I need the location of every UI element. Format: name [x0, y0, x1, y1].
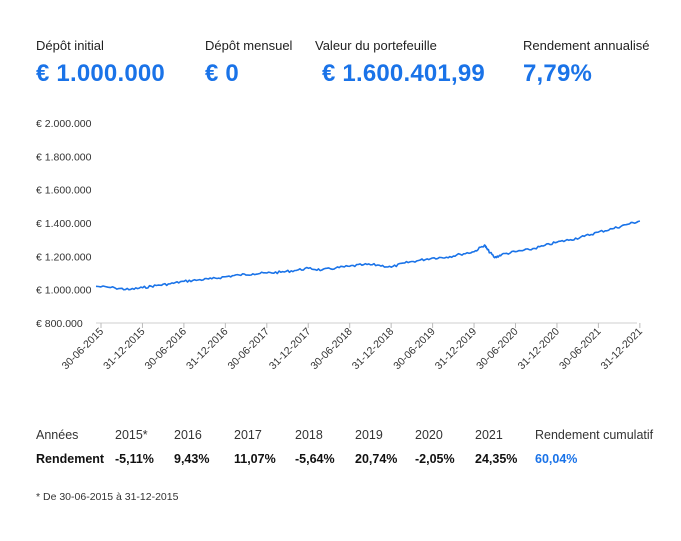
portfolio-chart: € 800.000 € 1.000.000 € 1.200.000 € 1.400.0…: [36, 118, 646, 373]
return-2020: -2,05%: [415, 452, 455, 466]
monthly-deposit-value: € 0: [205, 60, 239, 87]
x-axis: 30-06-201531-12-201530-06-201631-12-2016…: [60, 322, 646, 373]
y-axis: € 800.000 € 1.000.000 € 1.200.000 € 1.400.0…: [36, 118, 92, 330]
y-tick-label: € 2.000.000: [36, 118, 92, 130]
return-2016: 9,43%: [174, 452, 210, 466]
y-tick-label: € 1.400.000: [36, 218, 92, 230]
initial-deposit-value: € 1.000.000: [36, 60, 165, 87]
return-2019: 20,74%: [355, 452, 398, 466]
x-tick-label: 31-12-2015: [101, 326, 148, 373]
x-tick-label: 30-06-2015: [60, 326, 107, 373]
y-tick-label: € 1.800.000: [36, 151, 92, 163]
annual-return-label: Rendement annualisé: [523, 38, 650, 53]
series-line-0: [95, 220, 641, 291]
year-2020: 2020: [415, 428, 443, 442]
cumulative-header-label: Rendement cumulatif: [535, 428, 654, 442]
return-2017: 11,07%: [234, 452, 276, 466]
portfolio-value-value: € 1.600.401,99: [322, 60, 485, 87]
year-2019: 2019: [355, 428, 383, 442]
year-2016: 2016: [174, 428, 202, 442]
x-tick-label: 30-06-2018: [308, 326, 355, 373]
monthly-deposit-label: Dépôt mensuel: [205, 38, 293, 53]
x-tick-label: 30-06-2021: [557, 326, 604, 373]
year-2017: 2017: [234, 428, 262, 442]
plot-area: [95, 220, 641, 291]
initial-deposit-label: Dépôt initial: [36, 38, 104, 53]
return-2018: -5,64%: [295, 452, 335, 466]
x-tick-label: 31-12-2021: [599, 326, 646, 373]
y-tick-label: € 1.200.000: [36, 251, 92, 263]
x-tick-label: 30-06-2020: [474, 326, 521, 373]
y-tick-label: € 800.000: [36, 318, 83, 330]
x-tick-label: 31-12-2017: [267, 326, 314, 373]
annual-return-value: 7,79%: [523, 60, 593, 87]
x-tick-label: 30-06-2016: [143, 326, 190, 373]
return-row-label: Rendement: [36, 452, 105, 466]
x-tick-label: 30-06-2017: [225, 326, 272, 373]
year-2015: 2015*: [115, 428, 148, 442]
x-tick-label: 31-12-2016: [184, 326, 231, 373]
x-tick-label: 31-12-2018: [350, 326, 397, 373]
y-tick-label: € 1.000.000: [36, 285, 92, 297]
return-2021: 24,35%: [475, 452, 518, 466]
cumulative-return-value: 60,04%: [535, 452, 578, 466]
year-2021: 2021: [475, 428, 503, 442]
footnote: * De 30-06-2015 à 31-12-2015: [36, 491, 179, 503]
x-tick-label: 30-06-2019: [391, 326, 438, 373]
y-tick-label: € 1.600.000: [36, 185, 92, 197]
return-2015: -5,11%: [115, 452, 154, 466]
x-tick-label: 31-12-2020: [516, 326, 563, 373]
years-header-label: Années: [36, 428, 79, 442]
year-2018: 2018: [295, 428, 323, 442]
x-tick-label: 31-12-2019: [433, 326, 480, 373]
portfolio-value-label: Valeur du portefeuille: [315, 38, 437, 53]
